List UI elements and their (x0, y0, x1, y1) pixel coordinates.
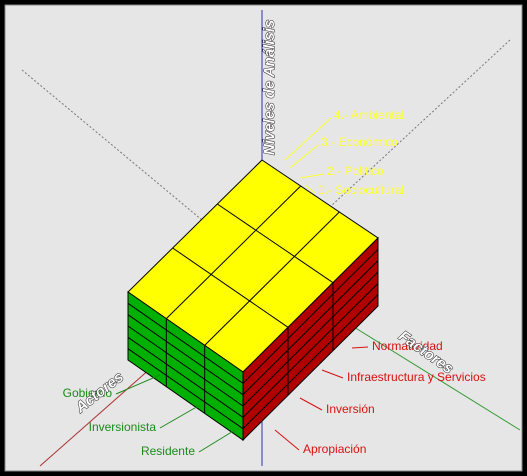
label: 3.- Económico (321, 135, 398, 149)
viewport: 4.- Ambiental 3.- Económico 2.- Político 1.… (0, 0, 527, 476)
label: Inversionista (89, 420, 157, 434)
label: Apropiación (303, 442, 366, 456)
label: 2.- Político (327, 164, 384, 178)
label: Residente (141, 444, 195, 458)
label: Infraestructura y Servicios (347, 370, 486, 384)
label: 1.- Sociocultural (318, 183, 404, 197)
label: 4.- Ambiental (334, 108, 404, 122)
label: Inversión (326, 402, 375, 416)
axis-title: Niveles de Análisis (261, 20, 278, 155)
